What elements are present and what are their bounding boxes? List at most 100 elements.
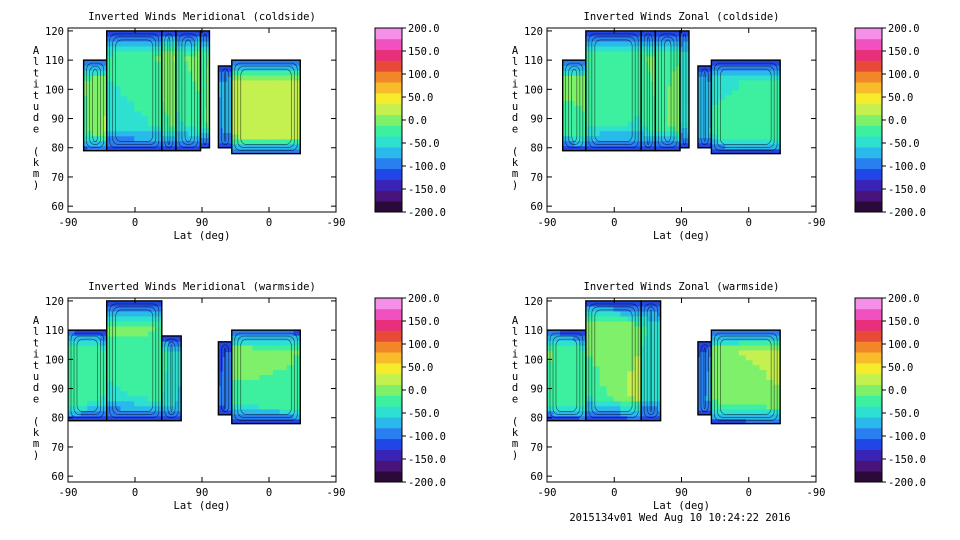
colorbar-tick-label: 150.0 — [408, 46, 440, 58]
wind-band-3 — [640, 30, 657, 152]
colorbar-segment — [375, 449, 402, 461]
contour-line — [237, 65, 295, 148]
wind-band-4 — [654, 30, 681, 152]
contour-line — [178, 33, 198, 148]
wind-band-5 — [231, 329, 301, 425]
wind-band-3 — [640, 300, 662, 422]
contour-line — [240, 338, 292, 415]
colorbar-tick-label: -50.0 — [888, 138, 920, 150]
chart-panel-2: Inverted Winds Zonal (coldside) -90 0 90 0 -9… — [512, 11, 926, 242]
y-tick-label: 120 — [45, 26, 64, 38]
contour-line — [221, 68, 230, 146]
y-tick-label: 70 — [530, 172, 543, 184]
colorbar-segment — [375, 417, 402, 429]
x-axis-label: Lat (deg) — [653, 500, 710, 512]
colorbar-segment — [855, 157, 882, 170]
colorbar-segment — [855, 438, 882, 450]
y-tick-label: 110 — [45, 325, 64, 337]
colorbar-segment — [855, 308, 882, 321]
contour-line — [109, 303, 160, 418]
contour-line — [234, 62, 298, 151]
colorbar: 200.0 150.0 100.0 50.0 0.0 -50.0 -100.0 -150.0 -… — [374, 23, 446, 219]
contour-line — [112, 306, 157, 415]
x-tick-label: 0 — [266, 487, 272, 499]
colorbar-segment — [375, 82, 402, 94]
colorbar-segment — [855, 319, 882, 331]
y-tick-label: 110 — [45, 55, 64, 67]
contour-line — [591, 306, 636, 415]
colorbar-segment — [855, 352, 882, 364]
y-tick-label: 60 — [530, 201, 543, 213]
chart-panel-1: Inverted Winds Meridional (coldside) -90 0… — [33, 11, 446, 242]
colorbar-segment — [855, 38, 882, 51]
contour-line — [664, 39, 672, 142]
x-tick-label: 0 — [266, 217, 272, 229]
y-tick-label: 100 — [45, 354, 64, 366]
colorbar-segment — [375, 60, 402, 72]
y-tick-label: 90 — [51, 384, 64, 396]
colorbar-segment — [375, 157, 402, 170]
colorbar-segment — [855, 427, 882, 440]
colorbar-tick-label: -200.0 — [888, 477, 926, 489]
colorbar-tick-label: 50.0 — [408, 92, 433, 104]
x-axis-label: Lat (deg) — [174, 230, 231, 242]
colorbar-segment — [855, 136, 882, 148]
x-tick-label: -90 — [807, 217, 826, 229]
wind-band-6 — [217, 65, 233, 149]
wind-band-2 — [106, 300, 163, 422]
colorbar: 200.0 150.0 100.0 50.0 0.0 -50.0 -100.0 -150.0 -… — [854, 293, 926, 489]
x-tick-label: -90 — [538, 217, 557, 229]
y-tick-label: 120 — [524, 296, 543, 308]
colorbar-tick-label: 50.0 — [888, 362, 913, 374]
y-tick-label: 90 — [530, 114, 543, 126]
contour-field — [68, 300, 301, 425]
contour-line — [170, 344, 173, 412]
colorbar-tick-label: 200.0 — [888, 293, 920, 305]
colorbar-segment — [375, 28, 402, 40]
colorbar-segment — [375, 438, 402, 450]
x-tick-label: 90 — [196, 217, 209, 229]
colorbar-segment — [855, 147, 882, 159]
contour-line — [549, 332, 584, 418]
colorbar-segment — [855, 92, 882, 105]
colorbar-segment — [375, 125, 402, 137]
band-outline — [710, 59, 781, 155]
x-tick-label: -90 — [538, 487, 557, 499]
colorbar-tick-label: 0.0 — [888, 385, 907, 397]
colorbar-segment — [375, 384, 402, 396]
colorbar-segment — [855, 82, 882, 94]
y-tick-label: 120 — [45, 296, 64, 308]
x-tick-label: 0 — [611, 217, 617, 229]
contour-line — [714, 332, 778, 421]
contour-line — [73, 335, 102, 415]
contour-line — [649, 309, 652, 412]
wind-band-7 — [231, 59, 301, 155]
colorbar-tick-label: -100.0 — [888, 431, 926, 443]
x-tick-label: 90 — [675, 217, 688, 229]
colorbar-tick-label: 100.0 — [888, 69, 920, 81]
wind-band-1 — [68, 329, 108, 422]
wind-band-5 — [199, 30, 211, 149]
wind-band-5 — [710, 329, 781, 425]
y-tick-label: 100 — [524, 84, 543, 96]
band-outline — [231, 59, 301, 155]
colorbar-segment — [375, 352, 402, 364]
x-tick-label: -90 — [59, 487, 78, 499]
colorbar-segment — [855, 406, 882, 418]
chart-panel-3: Inverted Winds Meridional (warmside) -90 0… — [33, 281, 446, 512]
contour-line — [565, 62, 584, 148]
x-tick-label: -90 — [327, 487, 346, 499]
wind-band-1 — [561, 59, 587, 152]
colorbar-segment — [375, 460, 402, 472]
colorbar-segment — [375, 298, 402, 310]
chart-panel-4: Inverted Winds Zonal (warmside) -90 0 90 0 -9… — [512, 281, 926, 512]
colorbar-segment — [855, 190, 882, 202]
wind-band-2 — [106, 30, 163, 152]
colorbar-segment — [375, 38, 402, 51]
contour-line — [646, 306, 655, 415]
contour-line — [703, 71, 706, 143]
wind-band-4 — [175, 30, 202, 152]
y-tick-label: 70 — [51, 442, 64, 454]
